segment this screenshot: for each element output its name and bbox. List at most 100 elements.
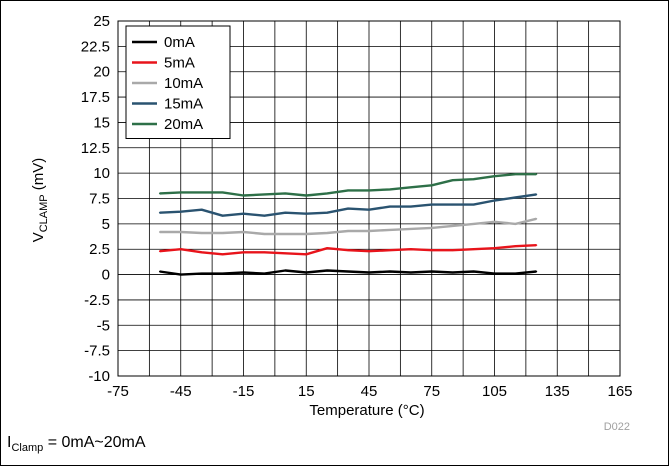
data-point-20mA [326, 192, 329, 195]
data-point-0mA [305, 271, 308, 274]
x-axis-label: Temperature (°C) [309, 402, 424, 419]
data-point-10mA [368, 230, 370, 232]
data-point-20mA [284, 192, 287, 195]
data-point-10mA [221, 232, 224, 234]
legend-label-15mA: 15mA [164, 96, 203, 113]
y-tick-label: 2.5 [89, 241, 110, 258]
x-tick-label: 75 [423, 383, 440, 400]
data-point-20mA [242, 194, 245, 197]
caption-rest: = 0mA~20mA [43, 434, 146, 451]
plot-border [117, 20, 621, 377]
series-line-20mA [159, 172, 537, 197]
data-point-20mA [493, 175, 496, 178]
y-tick-label: 22.5 [81, 38, 110, 55]
x-tick-label: 165 [607, 383, 632, 400]
x-tick-label: 105 [482, 383, 507, 400]
data-point-0mA [326, 269, 329, 272]
data-point-10mA [451, 224, 454, 227]
data-point-10mA [493, 220, 496, 223]
data-point-10mA [263, 233, 266, 235]
data-point-15mA [430, 203, 433, 206]
y-tick-label: 12.5 [81, 140, 110, 157]
y-tick-label: 15 [93, 114, 110, 131]
x-tick-label: 45 [361, 383, 378, 400]
y-tick-label: 10 [93, 165, 110, 182]
data-point-15mA [200, 208, 203, 211]
data-point-15mA [326, 211, 329, 214]
data-point-10mA [472, 222, 475, 225]
data-point-20mA [389, 188, 391, 191]
data-point-20mA [179, 191, 182, 194]
y-axis-label-main: V [30, 232, 47, 242]
legend-label-5mA: 5mA [164, 55, 195, 72]
x-tick-label: -75 [107, 383, 129, 400]
y-tick-label: 7.5 [89, 191, 110, 208]
data-point-15mA [389, 205, 391, 208]
data-point-10mA [179, 231, 182, 233]
data-point-0mA [430, 270, 433, 273]
data-point-10mA [409, 228, 412, 230]
data-point-0mA [347, 270, 349, 273]
data-point-5mA [347, 249, 349, 252]
data-point-20mA [451, 179, 454, 182]
data-point-0mA [284, 269, 287, 272]
y-tick-label: -10 [88, 368, 110, 385]
data-point-5mA [389, 249, 391, 252]
data-point-0mA [368, 271, 370, 274]
data-point-15mA [221, 214, 224, 217]
data-point-10mA [158, 231, 161, 233]
data-point-15mA [242, 212, 245, 215]
data-point-15mA [347, 207, 349, 210]
y-tick-label: -5 [97, 317, 110, 334]
data-point-20mA [263, 193, 266, 196]
y-axis-label: VCLAMP (mV) [30, 158, 50, 243]
data-point-15mA [305, 212, 308, 215]
data-point-0mA [263, 272, 266, 275]
y-axis-label-unit: (mV) [30, 158, 47, 195]
data-point-20mA [514, 173, 517, 176]
data-point-20mA [158, 192, 161, 195]
data-point-15mA [284, 211, 287, 214]
data-point-20mA [368, 189, 370, 192]
data-point-15mA [368, 208, 370, 211]
data-point-0mA [451, 271, 454, 274]
data-point-20mA [472, 178, 475, 181]
y-tick-label: -7.5 [84, 343, 110, 360]
data-point-15mA [472, 203, 475, 206]
data-point-15mA [263, 214, 266, 217]
caption: IClamp = 0mA~20mA [7, 433, 146, 458]
data-point-20mA [200, 191, 203, 194]
legend: 0mA 5mA 10mA 15mA 20mA [125, 25, 231, 139]
data-point-0mA [242, 271, 245, 274]
data-point-5mA [472, 248, 475, 251]
data-point-20mA [347, 189, 349, 192]
data-point-15mA [158, 211, 161, 214]
data-point-5mA [242, 251, 245, 254]
data-point-10mA [389, 229, 391, 231]
data-point-5mA [409, 248, 412, 251]
y-tick-label: 5 [102, 216, 110, 233]
data-point-20mA [409, 186, 412, 189]
data-point-5mA [179, 248, 182, 251]
caption-sub: Clamp [11, 442, 44, 455]
data-point-5mA [430, 249, 433, 252]
legend-label-20mA: 20mA [164, 116, 203, 133]
data-point-0mA [493, 272, 496, 275]
y-tick-label: -2.5 [84, 292, 110, 309]
data-point-0mA [389, 270, 391, 273]
x-tick-label: -15 [233, 383, 255, 400]
data-point-10mA [326, 232, 329, 234]
x-tick-label: 15 [298, 383, 315, 400]
data-point-15mA [451, 203, 454, 206]
data-point-0mA [514, 272, 517, 275]
data-point-5mA [493, 247, 496, 250]
data-point-0mA [221, 272, 224, 275]
data-point-10mA [242, 231, 245, 233]
data-point-5mA [158, 250, 161, 253]
series-lines [158, 172, 538, 276]
data-point-5mA [368, 250, 370, 253]
data-point-20mA [535, 173, 538, 176]
y-tick-label: 25 [93, 13, 110, 30]
data-point-20mA [305, 194, 308, 197]
x-tick-label: -45 [170, 383, 192, 400]
